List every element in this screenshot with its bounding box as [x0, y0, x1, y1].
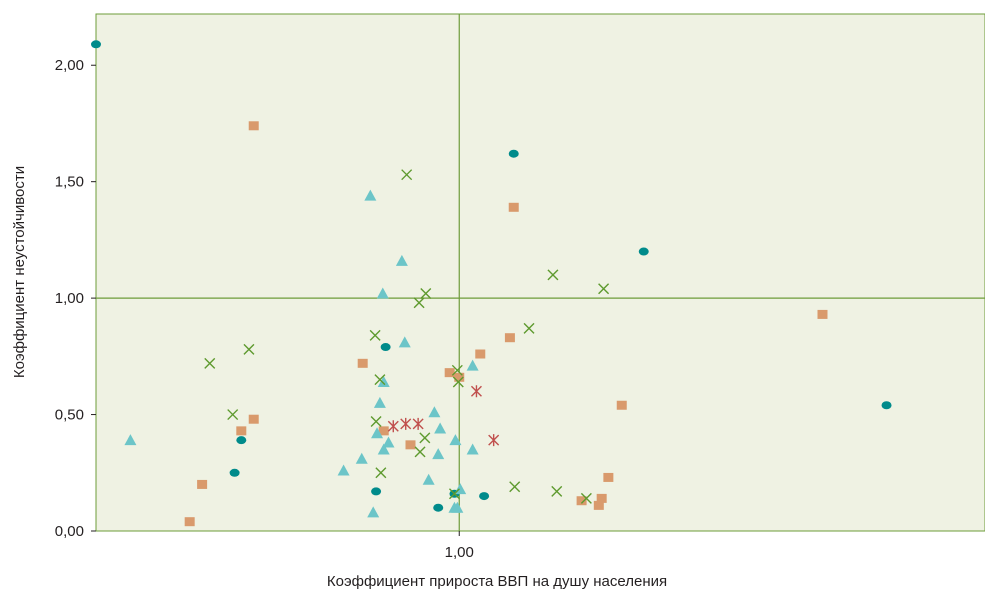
- y-tick-label: 1,00: [55, 290, 84, 307]
- point-square: [405, 440, 416, 450]
- point-square: [378, 426, 389, 436]
- point-square: [444, 368, 455, 378]
- point-square: [454, 372, 465, 382]
- point-triangle: [422, 473, 435, 485]
- point-x: [451, 364, 463, 376]
- point-triangle: [382, 436, 395, 448]
- point-x: [547, 269, 559, 281]
- point-square: [576, 496, 587, 506]
- point-star: [412, 417, 424, 430]
- point-x: [420, 287, 432, 299]
- y-tick-label: 2,00: [55, 57, 84, 74]
- point-triangle: [367, 506, 380, 518]
- point-circle: [380, 343, 391, 352]
- y-axis-ticks: 0,00 0,50 1,00 1,50 2,00: [55, 57, 96, 540]
- point-triangle: [371, 427, 384, 439]
- point-triangle: [398, 336, 411, 348]
- point-triangle: [355, 452, 368, 464]
- point-triangle: [432, 448, 445, 460]
- point-square: [603, 472, 614, 482]
- point-star: [470, 385, 482, 398]
- point-triangle: [466, 359, 479, 371]
- point-square: [184, 517, 195, 527]
- point-circle: [638, 247, 649, 256]
- point-circle: [881, 401, 892, 410]
- point-x: [374, 374, 386, 386]
- point-square: [248, 414, 259, 424]
- point-square: [357, 358, 368, 368]
- x-tick-label: 1,00: [445, 544, 474, 561]
- point-triangle: [124, 434, 137, 446]
- point-x: [370, 416, 382, 428]
- point-x: [369, 329, 381, 341]
- point-circle: [508, 149, 519, 158]
- y-tick-label: 0,00: [55, 523, 84, 540]
- point-circle: [236, 436, 247, 445]
- point-x: [375, 467, 387, 479]
- point-x: [401, 169, 413, 181]
- plot-area: [95, 13, 985, 532]
- point-star: [387, 420, 399, 433]
- point-square: [236, 426, 247, 436]
- point-square: [616, 400, 627, 410]
- point-square: [504, 333, 515, 343]
- point-triangle: [434, 422, 447, 434]
- point-x: [413, 297, 425, 309]
- point-star: [400, 417, 412, 430]
- point-circle: [479, 492, 490, 501]
- point-x: [509, 481, 521, 493]
- point-x: [580, 492, 592, 504]
- data-points: [91, 40, 892, 527]
- point-x: [551, 485, 563, 497]
- x-axis-ticks: 1,00: [445, 531, 474, 561]
- point-triangle: [373, 396, 386, 408]
- point-triangle: [337, 464, 350, 476]
- point-triangle: [428, 406, 441, 418]
- point-triangle: [449, 434, 462, 446]
- point-triangle: [376, 287, 389, 299]
- x-axis-label: Коэффициент прироста ВВП на душу населен…: [327, 573, 667, 590]
- point-x: [243, 343, 255, 355]
- y-tick-label: 1,50: [55, 174, 84, 191]
- point-x: [452, 376, 464, 388]
- point-circle: [371, 487, 382, 496]
- point-x: [448, 488, 460, 500]
- point-circle: [229, 468, 240, 477]
- point-square: [593, 500, 604, 510]
- point-triangle: [451, 501, 464, 513]
- point-triangle: [466, 443, 479, 455]
- point-x: [227, 409, 239, 421]
- point-square: [508, 202, 519, 212]
- point-x: [523, 322, 535, 334]
- point-triangle: [395, 254, 408, 266]
- y-axis-label: Коэффициент неустойчивости: [11, 166, 28, 378]
- point-x: [204, 357, 216, 369]
- point-star: [488, 434, 500, 447]
- point-circle: [91, 40, 101, 49]
- y-tick-label: 0,50: [55, 407, 84, 424]
- point-square: [817, 309, 828, 319]
- point-triangle: [364, 189, 377, 201]
- point-square: [197, 479, 208, 489]
- point-circle: [433, 503, 444, 512]
- point-x: [598, 283, 610, 295]
- point-square: [596, 493, 607, 503]
- point-square: [475, 349, 486, 359]
- point-x: [414, 446, 426, 458]
- point-square: [248, 121, 259, 131]
- point-x: [419, 432, 431, 444]
- point-triangle: [377, 375, 390, 387]
- point-triangle: [377, 443, 390, 455]
